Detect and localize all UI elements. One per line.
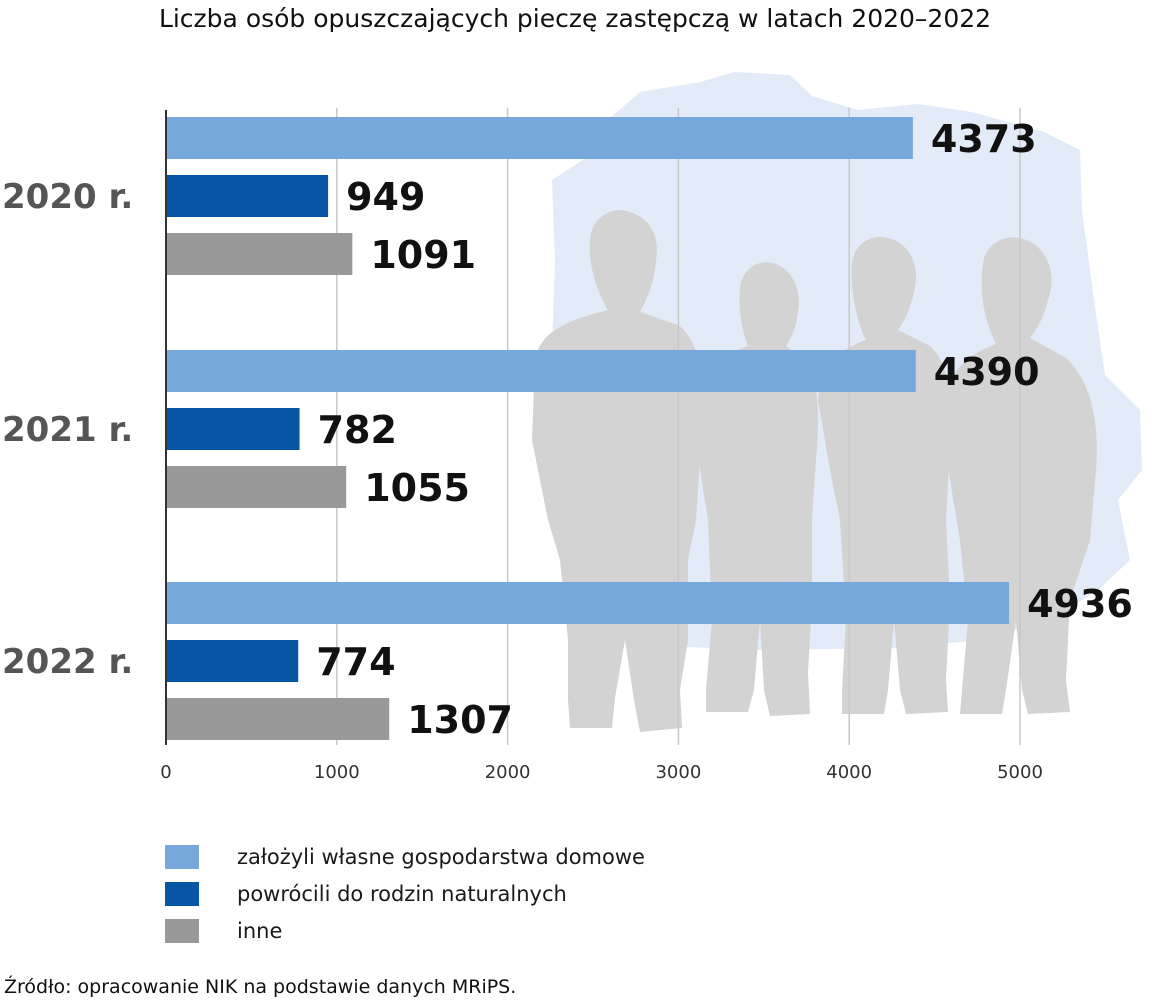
bar bbox=[167, 466, 347, 508]
bars-group bbox=[167, 117, 1010, 740]
y-category-label: 2020 r. bbox=[2, 177, 133, 217]
data-label: 1055 bbox=[364, 466, 470, 510]
x-tick-label: 1000 bbox=[314, 762, 360, 783]
bar bbox=[167, 640, 299, 682]
bar bbox=[167, 698, 390, 740]
y-category-label: 2021 r. bbox=[2, 410, 133, 450]
bar bbox=[167, 408, 300, 450]
y-axis-labels: 2020 r. 2021 r. 2022 r. bbox=[2, 177, 133, 682]
legend-label: inne bbox=[237, 918, 283, 943]
bar bbox=[167, 582, 1010, 624]
x-tick-label: 0 bbox=[160, 762, 171, 783]
chart-title: Liczba osób opuszczających pieczę zastęp… bbox=[158, 4, 992, 33]
legend-label: założyli własne gospodarstwa domowe bbox=[237, 844, 645, 869]
bar bbox=[167, 350, 916, 392]
bar bbox=[167, 233, 353, 275]
data-label: 1307 bbox=[407, 698, 513, 742]
data-label: 774 bbox=[316, 640, 395, 684]
legend-item: inne bbox=[165, 912, 645, 949]
source-note: Źródło: opracowanie NIK na podstawie dan… bbox=[4, 976, 517, 998]
x-tick-label: 2000 bbox=[485, 762, 531, 783]
gridlines bbox=[336, 108, 1021, 745]
x-tick-label: 3000 bbox=[655, 762, 701, 783]
x-tick-label: 5000 bbox=[997, 762, 1043, 783]
y-category-label: 2022 r. bbox=[2, 642, 133, 682]
bar bbox=[167, 117, 913, 159]
x-axis-tick-labels: 0 1000 2000 3000 4000 5000 bbox=[160, 762, 1043, 783]
value-labels-group: 4373 949 1091 4390 782 1055 4936 774 1307 bbox=[316, 117, 1133, 742]
legend-item: założyli własne gospodarstwa domowe bbox=[165, 838, 645, 875]
data-label: 782 bbox=[318, 408, 397, 452]
data-label: 4373 bbox=[931, 117, 1037, 161]
data-label: 4390 bbox=[934, 350, 1040, 394]
data-label: 4936 bbox=[1027, 582, 1133, 626]
legend: założyli własne gospodarstwa domowe powr… bbox=[165, 838, 645, 949]
legend-swatch bbox=[165, 918, 199, 943]
legend-label: powrócili do rodzin naturalnych bbox=[237, 881, 567, 906]
data-label: 1091 bbox=[370, 233, 476, 277]
legend-item: powrócili do rodzin naturalnych bbox=[165, 875, 645, 912]
legend-swatch bbox=[165, 844, 199, 869]
x-tick-label: 4000 bbox=[826, 762, 872, 783]
data-label: 949 bbox=[346, 175, 425, 219]
bar bbox=[167, 175, 329, 217]
background-illustration bbox=[532, 72, 1142, 732]
legend-swatch bbox=[165, 881, 199, 906]
